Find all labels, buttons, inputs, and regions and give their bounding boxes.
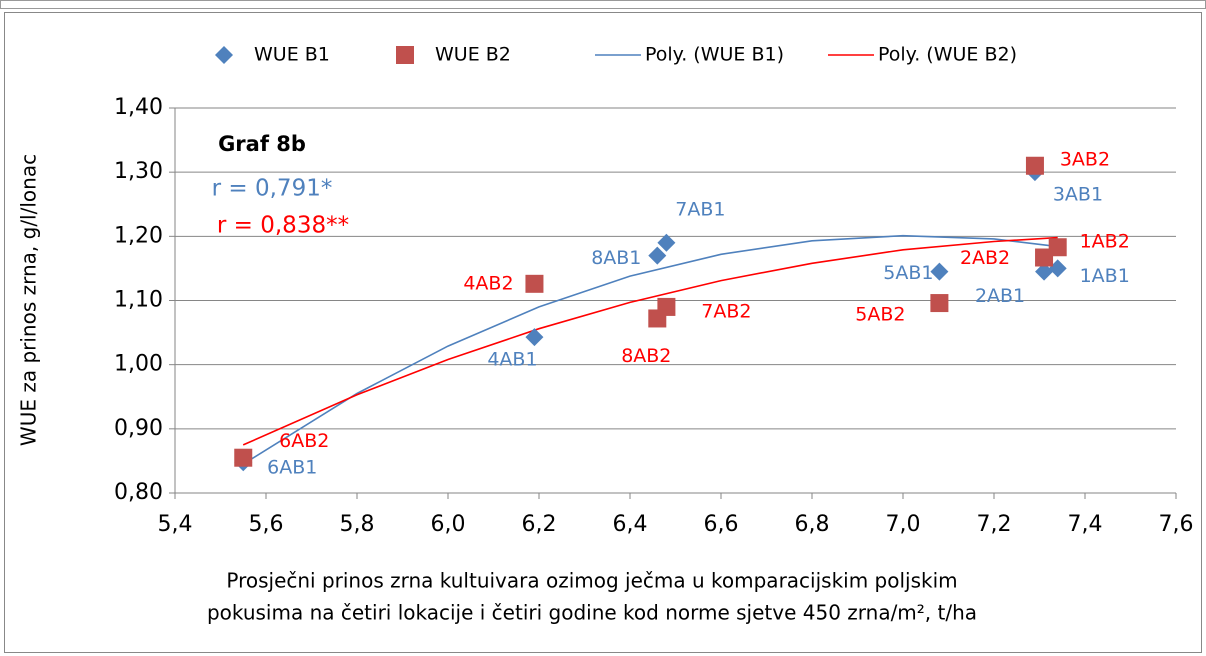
point	[1035, 248, 1054, 267]
point	[657, 233, 676, 252]
point	[1025, 156, 1044, 175]
point	[930, 262, 949, 281]
point-label: 2AB1	[975, 285, 1025, 307]
legend-label: Poly. (WUE B2)	[878, 44, 1017, 66]
point	[525, 328, 544, 347]
trendline	[242, 236, 1058, 446]
x-tick-label: 7,0	[886, 512, 921, 537]
y-tick-label: 1,10	[114, 288, 163, 313]
x-tick-label: 6,2	[522, 512, 557, 537]
point	[930, 294, 949, 313]
point-label: 4AB1	[487, 349, 537, 371]
x-tick-label: 7,6	[1159, 512, 1194, 537]
point	[234, 448, 253, 467]
y-tick-label: 0,80	[114, 480, 163, 505]
point	[1035, 262, 1054, 281]
annotation: Graf 8b	[218, 132, 306, 156]
annotation: r = 0,838**	[217, 213, 349, 239]
x-tick-label: 6,0	[431, 512, 466, 537]
point-label: 4AB2	[463, 272, 513, 294]
point	[648, 309, 667, 328]
point-label: 8AB2	[621, 345, 671, 367]
trendline	[242, 234, 1058, 465]
y-tick-label: 1,00	[114, 352, 163, 377]
legend-marker	[396, 46, 414, 64]
x-axis-label: Prosječni prinos zrna kultuivara ozimog …	[226, 569, 957, 593]
point-label: 1AB2	[1080, 231, 1130, 253]
y-axis-label: WUE za prinos zrna, g/l/lonac	[17, 154, 41, 446]
point-label: 6AB2	[279, 430, 329, 452]
point	[1048, 238, 1067, 257]
legend-label: WUE B1	[254, 44, 330, 66]
x-tick-label: 5,6	[249, 512, 284, 537]
x-tick-label: 5,4	[158, 512, 193, 537]
point	[525, 274, 544, 293]
point-label: 1AB1	[1080, 265, 1130, 287]
x-tick-label: 7,2	[977, 512, 1012, 537]
y-tick-label: 0,90	[114, 416, 163, 441]
legend-marker	[215, 46, 233, 64]
x-tick-label: 6,6	[704, 512, 739, 537]
point-label: 2AB2	[960, 247, 1010, 269]
x-tick-label: 6,4	[613, 512, 648, 537]
point-label: 3AB2	[1060, 148, 1110, 170]
y-tick-label: 1,20	[114, 223, 163, 248]
top-frame	[0, 0, 1206, 9]
x-tick-label: 6,8	[795, 512, 830, 537]
point-label: 7AB2	[701, 300, 751, 322]
chart-frame	[4, 12, 1202, 653]
legend-label: Poly. (WUE B1)	[645, 44, 784, 66]
point-label: 7AB1	[675, 198, 725, 220]
point-label: 8AB1	[591, 247, 641, 269]
y-tick-label: 1,40	[114, 95, 163, 120]
legend-label: WUE B2	[435, 44, 511, 66]
x-tick-label: 7,4	[1068, 512, 1103, 537]
point-label: 3AB1	[1053, 184, 1103, 206]
point	[648, 246, 667, 265]
annotation: r = 0,791*	[212, 176, 333, 202]
point	[1048, 259, 1067, 278]
point-label: 6AB1	[267, 457, 317, 479]
point-label: 5AB2	[855, 304, 905, 326]
x-axis-label: pokusima na četiri lokacije i četiri god…	[207, 601, 977, 625]
y-tick-label: 1,30	[114, 159, 163, 184]
x-tick-label: 5,8	[340, 512, 375, 537]
point-label: 5AB1	[883, 262, 933, 284]
